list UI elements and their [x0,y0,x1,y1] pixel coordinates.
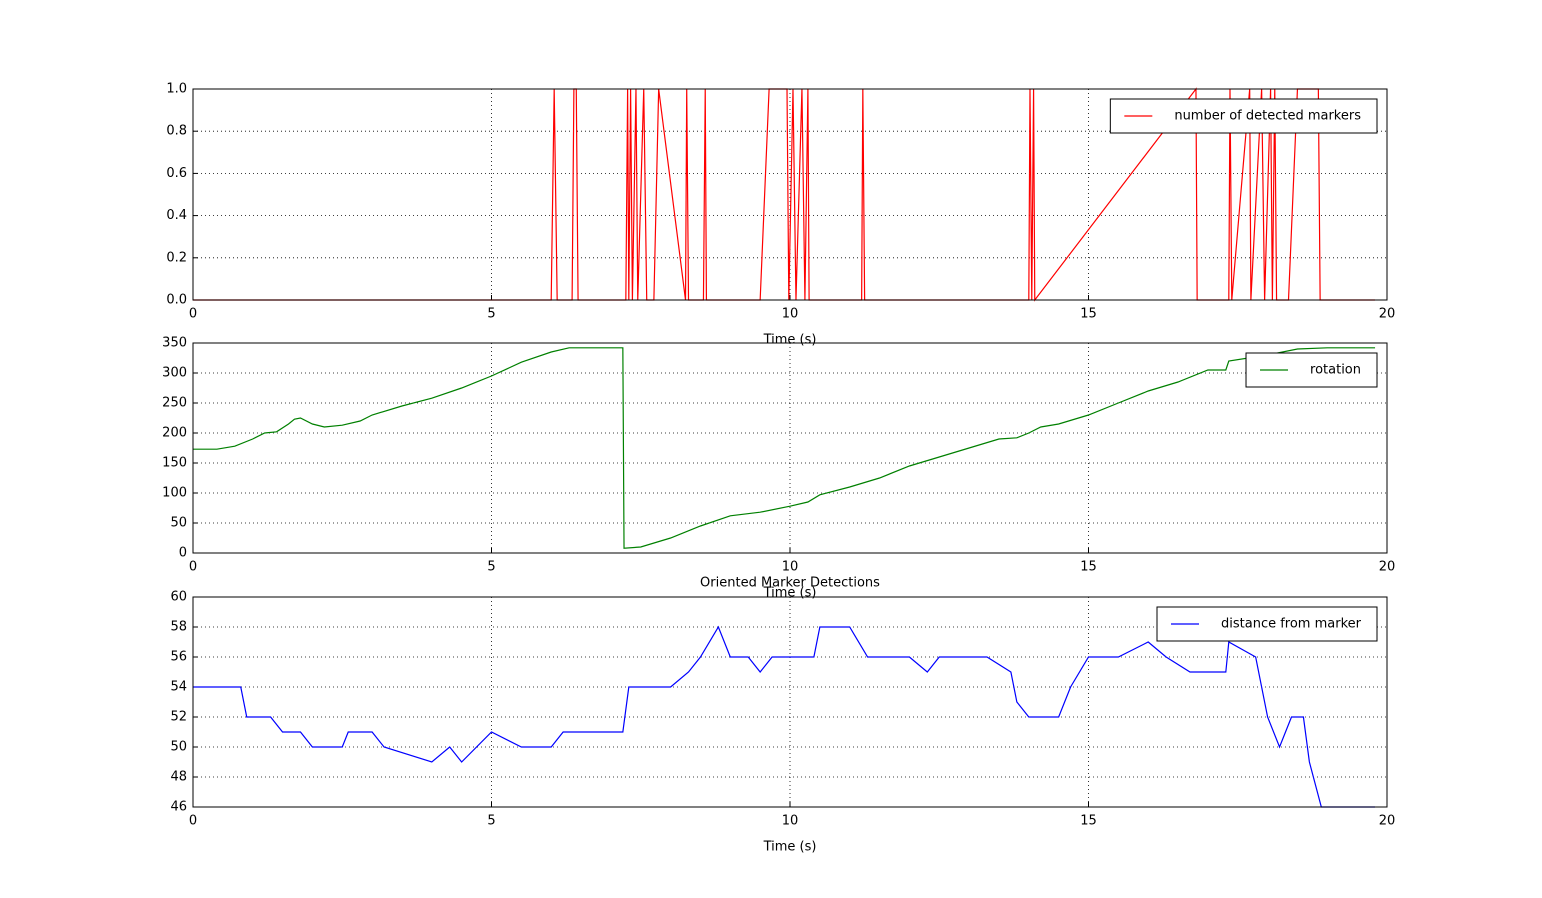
y-tick-label: 300 [162,366,187,381]
y-tick-label: 0.6 [166,166,187,181]
x-tick-label: 10 [782,560,799,575]
y-tick-label: 60 [170,590,187,605]
x-axis-label: Time (s) [763,333,817,348]
x-tick-label: 0 [189,560,197,575]
y-tick-label: 200 [162,426,187,441]
x-tick-label: 15 [1080,814,1097,829]
data-line [193,625,1376,808]
y-tick-label: 1.0 [166,82,187,97]
x-tick-label: 10 [782,814,799,829]
y-tick-label: 100 [162,486,187,501]
data-line [193,347,1376,549]
y-tick-label: 0.0 [166,293,187,308]
y-tick-label: 0.2 [166,250,187,265]
x-tick-label: 5 [487,814,495,829]
y-tick-label: 56 [170,650,187,665]
y-tick-label: 0.4 [166,208,187,223]
legend-box [1245,352,1378,388]
legend-box [1109,98,1378,134]
axes-frame [192,596,1388,808]
legend-label: rotation [1310,363,1361,378]
y-tick-label: 50 [170,516,187,531]
y-tick-label: 250 [162,396,187,411]
y-tick-label: 58 [170,620,187,635]
y-tick-label: 0.8 [166,124,187,139]
y-tick-label: 50 [170,740,187,755]
y-tick-label: 150 [162,456,187,471]
axes-frame [192,342,1388,554]
y-tick-label: 52 [170,710,187,725]
legend-label: distance from marker [1221,617,1362,632]
x-tick-label: 15 [1080,560,1097,575]
x-tick-label: 0 [189,814,197,829]
x-tick-label: 0 [189,307,197,322]
x-tick-label: 15 [1080,307,1097,322]
y-tick-label: 54 [170,680,187,695]
x-tick-label: 10 [782,307,799,322]
y-tick-label: 0 [179,546,187,561]
x-axis-label: Time (s) [763,840,817,855]
x-tick-label: 20 [1379,307,1396,322]
x-tick-label: 20 [1379,814,1396,829]
x-tick-label: 5 [487,560,495,575]
x-tick-label: 20 [1379,560,1396,575]
legend-label: number of detected markers [1174,109,1361,124]
y-tick-label: 46 [170,800,187,815]
y-tick-label: 350 [162,336,187,351]
x-tick-label: 5 [487,307,495,322]
axes-frame [192,88,1388,301]
chart-title: Oriented Marker Detections [700,576,880,591]
y-tick-label: 48 [170,770,187,785]
